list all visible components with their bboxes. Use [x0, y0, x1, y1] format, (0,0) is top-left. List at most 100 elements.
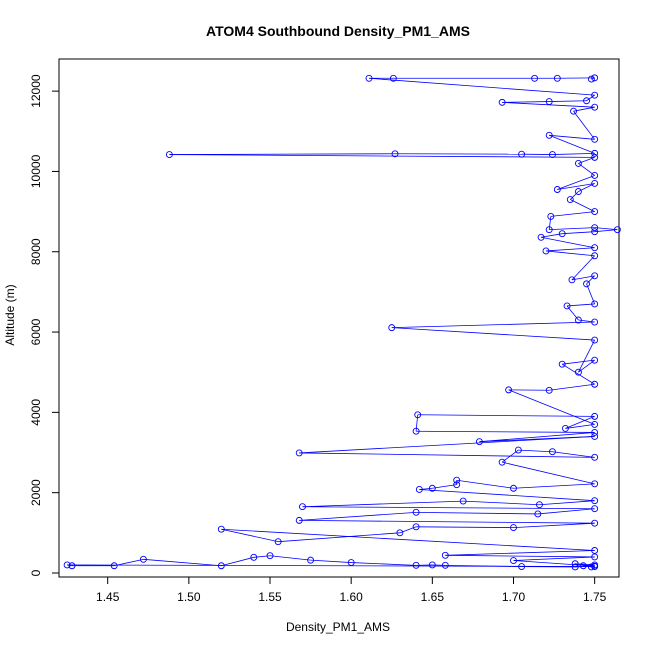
data-point [591, 453, 599, 461]
series-segment [302, 500, 464, 508]
data-point [388, 324, 396, 332]
series-segment [67, 564, 73, 567]
series-segment [518, 449, 553, 453]
data-point [475, 438, 483, 446]
data-point [545, 98, 553, 106]
series-segment [573, 110, 595, 140]
y-tick-label: 6000 [29, 318, 43, 345]
y-axis: 0 2000 4000 6000 8000 10000 12000 [29, 74, 60, 576]
series-segment [552, 152, 595, 155]
series-segment [565, 424, 595, 429]
series-segment [416, 511, 538, 515]
data-point [453, 476, 461, 484]
data-point [498, 458, 506, 466]
series-segment [419, 487, 433, 490]
data-point [414, 411, 422, 419]
data-point [389, 74, 397, 82]
series-segment [299, 436, 595, 454]
series-segment [539, 500, 595, 506]
series-segment [586, 283, 596, 305]
series-segment [299, 519, 595, 524]
data-point [217, 562, 225, 570]
series-segment [562, 359, 595, 365]
series-segment [445, 550, 595, 556]
data-point [510, 524, 517, 532]
x-tick-label: 1.50 [177, 590, 201, 604]
y-tick-label: 12000 [29, 74, 43, 108]
series-segment [552, 451, 595, 458]
x-tick-label: 1.60 [339, 590, 363, 604]
data-point [591, 180, 599, 187]
data-point [558, 230, 566, 238]
data-point [591, 480, 599, 488]
series-segment [351, 562, 417, 566]
data-point [505, 386, 513, 394]
series-segment [513, 522, 595, 529]
data-point [295, 449, 303, 457]
y-axis-label: Altitude (m) [3, 284, 17, 345]
data-point [545, 386, 553, 394]
data-point [68, 562, 76, 570]
data-point [591, 153, 599, 161]
series-segment [549, 134, 595, 140]
data-point [165, 151, 173, 159]
data-point [441, 551, 449, 559]
data-point [591, 497, 599, 505]
data-point [295, 516, 303, 524]
series-segment [169, 153, 396, 155]
data-point [574, 368, 582, 376]
x-tick-label: 1.75 [583, 590, 607, 604]
series-segment [549, 134, 595, 154]
data-point [591, 103, 599, 111]
data-point [591, 91, 599, 99]
series-segment [545, 247, 595, 252]
series-segment [416, 430, 595, 433]
series-segment [391, 321, 595, 329]
data-point [307, 556, 315, 564]
data-point [591, 135, 599, 143]
data-point [347, 559, 355, 566]
series-segment [391, 327, 595, 341]
series-segment [541, 236, 595, 249]
data-point [591, 336, 599, 344]
data-point [441, 561, 449, 569]
data-point [591, 428, 599, 436]
data-point [591, 380, 599, 388]
data-point [591, 244, 599, 252]
data-point [591, 519, 599, 527]
series-segment [548, 216, 552, 230]
data-point [553, 74, 561, 82]
data-point [591, 74, 599, 82]
series-segment [573, 106, 595, 112]
series-segment [278, 532, 400, 543]
series-segment [571, 275, 595, 281]
series-segment [221, 528, 595, 551]
series-segment [368, 77, 595, 96]
series-segment [463, 500, 540, 506]
data-point [591, 505, 599, 513]
data-point [574, 188, 582, 195]
series-segment [567, 303, 595, 307]
data-point [591, 208, 599, 216]
x-axis-label: Density_PM1_AMS [286, 620, 390, 634]
data-point [558, 360, 566, 368]
data-point [591, 356, 599, 364]
series-segment [550, 211, 595, 217]
series-segment [479, 432, 595, 443]
data-point [396, 529, 404, 537]
series-segment [549, 383, 595, 391]
y-tick-label: 0 [29, 569, 43, 576]
data-point [534, 510, 542, 518]
data-point [613, 226, 621, 234]
series-segment [269, 555, 311, 561]
data-point [571, 563, 579, 571]
data-point [274, 538, 282, 546]
series-segment [570, 199, 595, 212]
series-segment [570, 191, 579, 200]
plot-frame [58, 58, 620, 578]
series-segment [557, 175, 595, 190]
x-tick-label: 1.45 [96, 590, 120, 604]
data-point [514, 446, 522, 454]
data-point [545, 226, 553, 234]
data-point [571, 560, 579, 568]
